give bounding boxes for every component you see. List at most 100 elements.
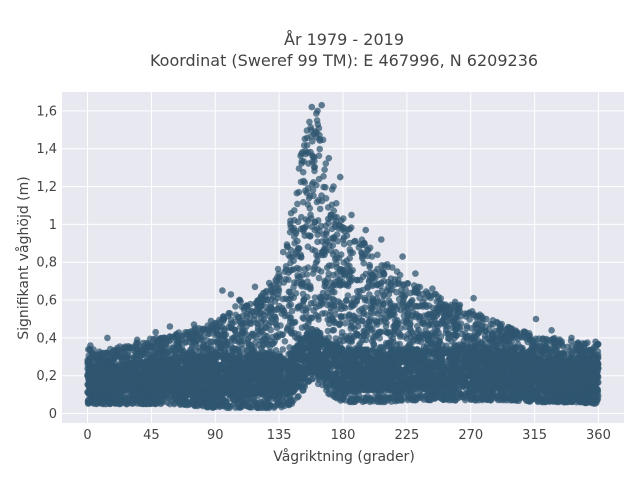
data-point [361,328,368,335]
data-point [279,331,286,339]
data-point [359,317,366,325]
data-point [182,339,189,347]
data-point [274,305,281,313]
data-point [387,280,395,287]
data-point [274,401,281,409]
data-point [252,319,260,327]
data-point [383,287,391,295]
data-point [209,404,216,411]
data-point [306,118,313,126]
data-point [414,322,421,330]
data-point [94,351,101,359]
data-point [304,278,311,285]
data-point [400,281,407,288]
data-point [364,252,372,260]
data-point [222,338,229,345]
data-point [166,400,174,408]
data-point [152,393,159,400]
data-point [358,241,366,249]
data-point [518,333,525,341]
data-point [301,179,309,186]
data-point [400,312,408,320]
data-point [325,262,333,269]
data-point [258,318,265,326]
data-point [279,346,287,353]
data-point [341,320,349,327]
data-point [390,330,398,338]
data-point [252,339,259,346]
data-point [380,277,388,285]
data-point [303,142,311,149]
data-point [284,311,291,319]
data-point [232,404,239,411]
data-point [220,313,227,320]
data-point [334,298,342,305]
data-point [380,269,387,276]
data-point [323,228,330,235]
data-point [230,396,237,404]
data-point [409,297,416,304]
data-point [414,283,422,291]
data-point [356,307,363,315]
data-point [301,232,309,239]
data-point [214,322,221,330]
data-point [309,375,317,383]
data-point [322,195,330,202]
data-point [330,233,338,241]
data-point [330,183,337,190]
data-point [350,333,358,341]
data-point [488,331,496,339]
data-point [358,236,366,243]
data-point [320,183,327,191]
data-point [369,296,377,304]
data-point [580,344,587,351]
data-point [307,299,315,307]
data-point [433,336,441,344]
data-point [288,266,296,274]
data-point [298,324,306,332]
data-point [434,303,442,311]
data-point [297,280,305,288]
data-point [262,324,270,332]
data-point [235,338,242,346]
data-point [288,307,296,315]
data-point [199,402,207,410]
data-point [302,309,310,317]
data-point [245,342,252,349]
data-point [329,242,337,249]
data-point [472,321,479,329]
data-point [433,298,441,305]
data-point [377,282,384,290]
data-point [374,265,381,273]
data-point [202,346,210,354]
data-point [228,335,236,342]
data-point [376,344,383,351]
data-point [383,307,391,315]
data-point [548,392,555,399]
data-point [311,294,319,301]
data-point [270,339,277,347]
data-point [286,288,294,296]
data-point [364,246,372,254]
data-point [451,321,459,328]
data-point [316,145,324,153]
data-point [468,308,476,315]
data-point [248,404,256,411]
data-point [402,291,409,299]
data-point [304,283,311,290]
data-point [294,305,301,312]
data-point [317,268,325,275]
data-point [303,134,311,142]
data-point [309,152,316,159]
data-point [424,290,431,297]
data-point [272,319,279,327]
data-point [331,311,339,318]
data-point [282,295,290,303]
data-point [331,319,339,327]
data-point [430,332,438,339]
data-point [327,279,335,287]
data-point [477,395,485,402]
data-point [111,347,119,354]
data-point [558,341,566,348]
